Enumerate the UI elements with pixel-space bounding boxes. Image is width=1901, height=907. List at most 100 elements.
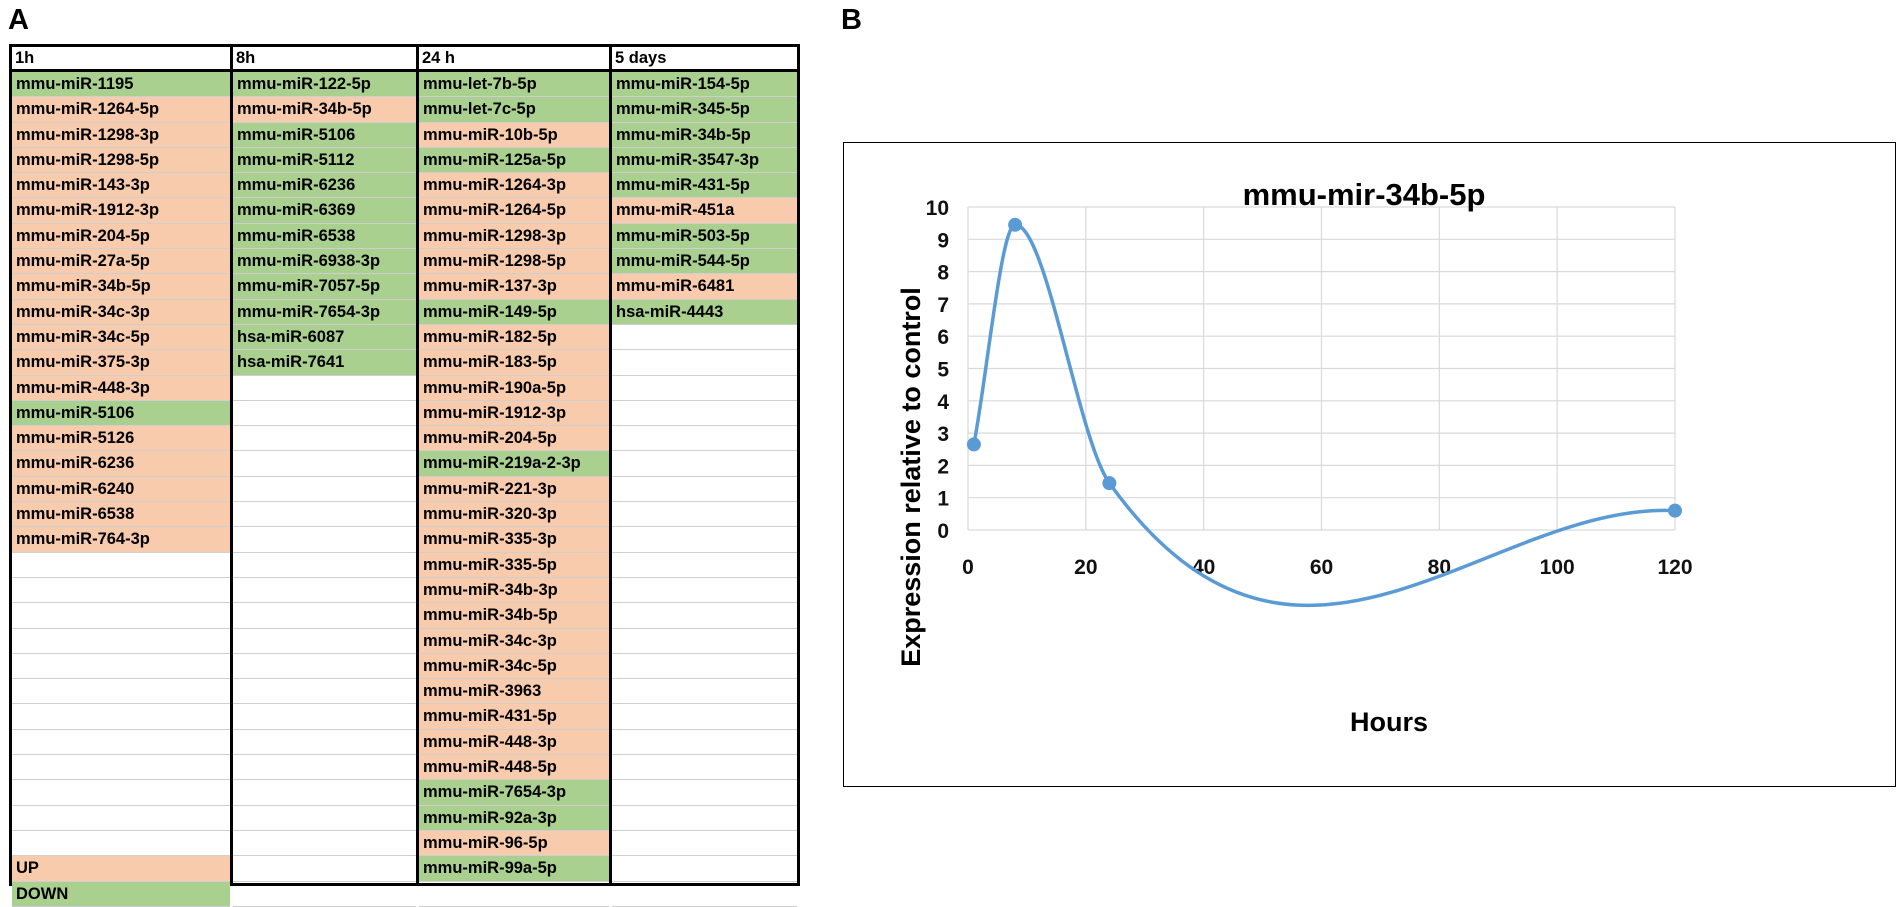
- empty-table-cell: [612, 704, 797, 730]
- x-tick-label: 20: [1074, 556, 1097, 579]
- table-cell: mmu-miR-6538: [233, 223, 416, 250]
- series-line: [972, 223, 1676, 608]
- table-column-8h: 8h mmu-miR-122-5p mmu-miR-34b-5p mmu-miR-5…: [230, 47, 416, 907]
- table-column-24h: 24 h mmu-let-7b-5p mmu-let-7c-5p mmu-miR-1…: [416, 47, 609, 907]
- table-cell: DOWN: [12, 881, 230, 907]
- table-cell: mmu-miR-3963: [419, 679, 609, 705]
- empty-table-cell: [233, 856, 416, 882]
- table-cell: mmu-miR-448-5p: [419, 755, 609, 781]
- table-cell: mmu-miR-125a-5p: [419, 147, 609, 174]
- empty-table-cell: [233, 704, 416, 730]
- table-cell: mmu-miR-451a: [612, 198, 797, 224]
- table-cell: mmu-miR-6236: [12, 451, 230, 477]
- table-cell: mmu-miR-34b-5p: [419, 603, 609, 629]
- table-cell: mmu-miR-5112: [233, 147, 416, 174]
- empty-table-cell: [612, 401, 797, 427]
- table-cell: mmu-miR-34c-5p: [12, 324, 230, 351]
- table-cell: mmu-miR-1298-3p: [12, 122, 230, 148]
- table-cell: mmu-miR-99a-5p: [419, 856, 609, 882]
- table-cell: mmu-miR-6369: [233, 198, 416, 224]
- empty-table-cell: [12, 704, 230, 730]
- empty-table-cell: [612, 755, 797, 781]
- y-axis-title: Expression relative to control: [896, 287, 926, 667]
- empty-table-cell: [612, 679, 797, 705]
- table-cell: mmu-miR-1912-3p: [12, 198, 230, 224]
- panel-label-a: A: [8, 4, 29, 36]
- empty-table-cell: [612, 477, 797, 503]
- empty-table-cell: [233, 603, 416, 629]
- empty-table-cell: [419, 882, 609, 907]
- column-rows: mmu-miR-122-5p mmu-miR-34b-5p mmu-miR-5106…: [233, 72, 416, 907]
- table-cell: mmu-miR-5106: [12, 400, 230, 427]
- table-cell: mmu-miR-34c-3p: [12, 299, 230, 325]
- table-cell: mmu-miR-1264-5p: [12, 97, 230, 123]
- x-tick-label: 60: [1310, 556, 1333, 579]
- table-cell: mmu-miR-431-5p: [419, 704, 609, 730]
- empty-table-cell: [233, 730, 416, 756]
- column-rows: mmu-miR-154-5p mmu-miR-345-5p mmu-miR-34b-…: [612, 72, 797, 907]
- table-cell: mmu-miR-448-3p: [12, 375, 230, 401]
- empty-table-cell: [612, 882, 797, 907]
- table-cell: mmu-miR-375-3p: [12, 350, 230, 376]
- column-header: 24 h: [419, 47, 609, 72]
- y-tick-label: 1: [937, 488, 949, 511]
- y-tick-label: 2: [937, 455, 949, 478]
- y-tick-label: 8: [937, 262, 949, 285]
- table-cell: mmu-miR-10b-5p: [419, 122, 609, 148]
- table-cell: mmu-miR-5106: [233, 122, 416, 148]
- chart-frame: 0 1 2 3 4 5 6 7 8 9 10 0 20 40 60 80 100 120 mmu-mir-34b-…: [843, 142, 1896, 787]
- table-cell: mmu-miR-7057-5p: [233, 274, 416, 300]
- table-cell: mmu-miR-1264-5p: [419, 198, 609, 224]
- table-cell: mmu-miR-143-3p: [12, 173, 230, 199]
- column-header: 8h: [233, 47, 416, 72]
- empty-table-cell: [612, 654, 797, 680]
- data-point: [1102, 476, 1117, 491]
- table-cell: mmu-miR-92a-3p: [419, 805, 609, 831]
- empty-table-cell: [12, 831, 230, 857]
- data-point: [1668, 503, 1682, 518]
- empty-table-cell: [612, 502, 797, 528]
- y-tick-label: 5: [937, 359, 949, 382]
- empty-table-cell: [612, 806, 797, 831]
- y-tick-label: 9: [937, 229, 949, 252]
- table-cell: mmu-miR-3547-3p: [612, 147, 797, 174]
- table-cell: mmu-miR-27a-5p: [12, 249, 230, 275]
- table-cell: mmu-miR-431-5p: [612, 173, 797, 199]
- table-cell: mmu-miR-221-3p: [419, 476, 609, 503]
- table-cell: mmu-miR-34c-3p: [419, 628, 609, 654]
- y-tick-label: 0: [937, 520, 949, 543]
- table-cell: hsa-miR-6087: [233, 324, 416, 351]
- empty-table-cell: [612, 780, 797, 806]
- empty-table-cell: [612, 730, 797, 756]
- column-header: 5 days: [612, 47, 797, 72]
- empty-table-cell: [233, 654, 416, 680]
- table-cell: mmu-miR-1195: [12, 72, 230, 98]
- table-cell: mmu-miR-1298-5p: [12, 147, 230, 174]
- y-tick-label: 4: [937, 391, 949, 414]
- table-cell: mmu-miR-335-5p: [419, 552, 609, 578]
- chart-title: mmu-mir-34b-5p: [1243, 177, 1486, 212]
- column-rows: mmu-let-7b-5p mmu-let-7c-5p mmu-miR-10b-5p…: [419, 72, 609, 907]
- empty-table-cell: [233, 679, 416, 705]
- table-cell: mmu-miR-7654-3p: [233, 299, 416, 325]
- table-cell: mmu-miR-34b-5p: [612, 122, 797, 148]
- table-cell: mmu-let-7b-5p: [419, 72, 609, 98]
- empty-table-cell: [233, 755, 416, 781]
- table-cell: mmu-miR-6240: [12, 476, 230, 503]
- empty-table-cell: [612, 527, 797, 553]
- empty-table-cell: [233, 629, 416, 654]
- empty-table-cell: [12, 806, 230, 831]
- table-cell: mmu-miR-34b-3p: [419, 577, 609, 604]
- panel-label-b: B: [841, 4, 862, 36]
- table-cell: mmu-miR-6481: [612, 274, 797, 300]
- table-cell: UP: [12, 856, 230, 882]
- data-point: [1008, 217, 1023, 232]
- empty-table-cell: [12, 578, 230, 604]
- y-tick-label: 7: [937, 294, 949, 317]
- table-cell: mmu-miR-34c-5p: [419, 653, 609, 680]
- empty-table-cell: [233, 451, 416, 477]
- table-cell: mmu-miR-34b-5p: [233, 97, 416, 123]
- empty-table-cell: [233, 553, 416, 578]
